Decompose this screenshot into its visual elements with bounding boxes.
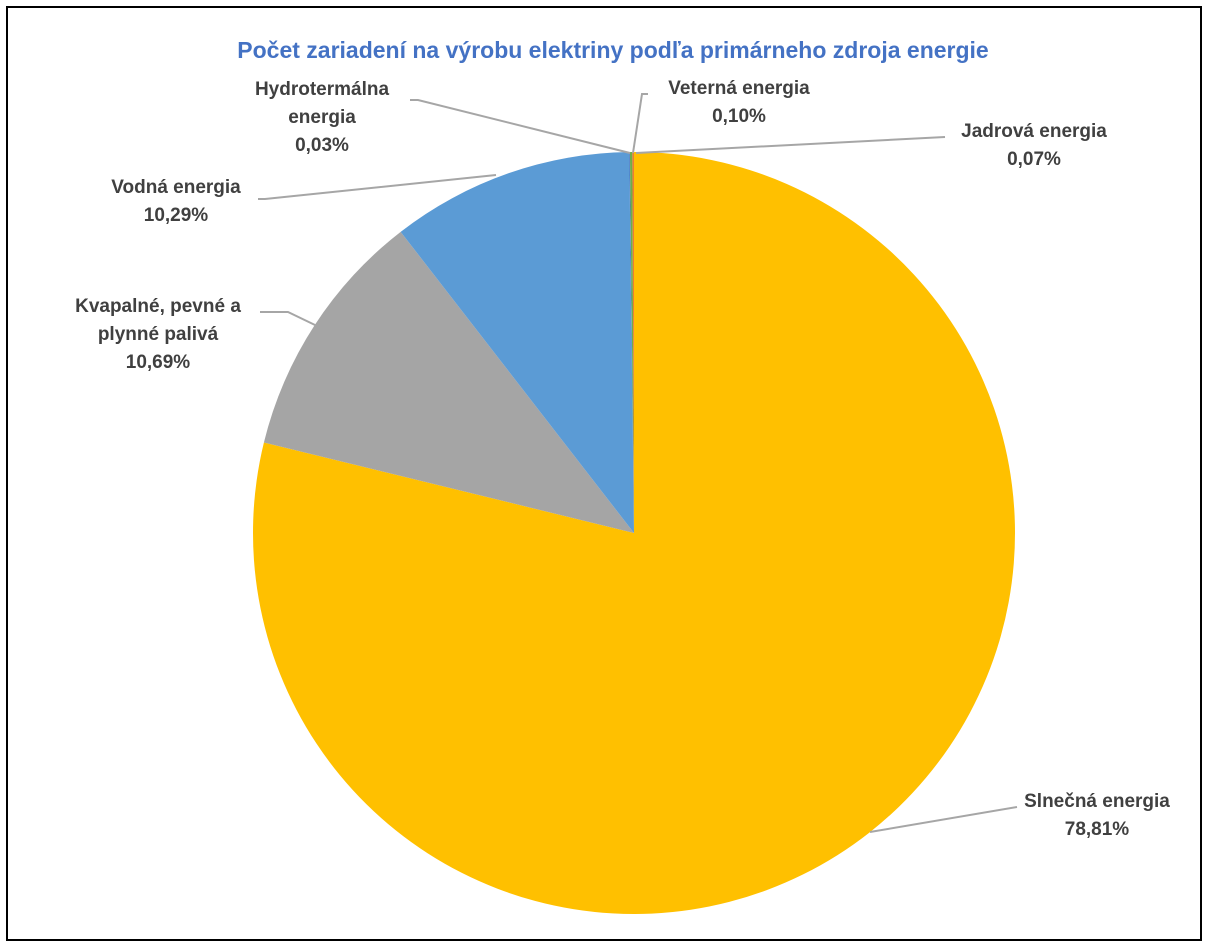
slice-label-slnecna-energia: Slnečná energia 78,81% <box>1024 791 1170 840</box>
leader-line-hydrotermalna-energia <box>410 99 631 154</box>
slice-veterna-energia <box>629 152 634 533</box>
slice-label-kvapalne-palivá: Kvapalné, pevné a plynné palivá 10,69% <box>75 296 241 373</box>
slice-slnecna-energia <box>252 152 1015 915</box>
chart-title: Počet zariadení na výrobu elektriny podľ… <box>237 37 988 63</box>
pie-slices <box>252 152 1015 915</box>
leader-line-veterna-energia <box>632 93 648 154</box>
slice-label-veterna-energia: Veterná energia 0,10% <box>668 78 810 127</box>
slice-vodna-energia <box>400 152 634 533</box>
leader-line-kvapalne-palivá <box>260 311 316 326</box>
leader-line-vodna-energia <box>258 174 497 200</box>
slice-label-vodna-energia: Vodná energia 10,29% <box>111 177 241 226</box>
leader-line-jadrova-energia <box>635 136 946 154</box>
slice-hydrotermalna-energia <box>629 152 634 534</box>
slice-jadrova-energia <box>632 152 634 533</box>
slice-label-hydrotermalna-energia: Hydrotermálna energia 0,03% <box>255 79 390 156</box>
slice-labels: Slnečná energia 78,81% Kvapalné, pevné a pl… <box>75 78 1170 840</box>
slice-label-jadrova-energia: Jadrová energia 0,07% <box>961 121 1107 170</box>
leader-lines <box>258 93 1018 833</box>
leader-line-slnecna-energia <box>869 806 1018 833</box>
slice-kvapalne-palivá <box>263 231 634 534</box>
